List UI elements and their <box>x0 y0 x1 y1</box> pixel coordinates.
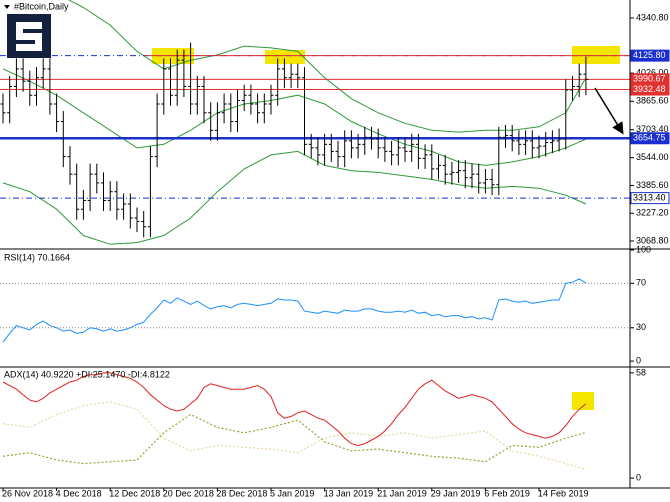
y-tick-label: 0 <box>636 355 641 365</box>
y-tick-label: 30 <box>636 322 646 332</box>
x-tick-label: 14 Feb 2019 <box>538 488 589 498</box>
title-icon <box>4 5 10 9</box>
band-upper <box>67 0 587 133</box>
y-tick-label: 4340.80 <box>636 12 669 22</box>
panel <box>0 278 630 343</box>
x-tick-label: 4 Dec 2018 <box>56 488 102 498</box>
y-tick-label: 70 <box>636 278 646 288</box>
band-lower <box>2 150 587 245</box>
y-tick-label: 0 <box>636 472 641 482</box>
chart-title: #Bitcoin,Daily <box>14 1 69 11</box>
logo-mark <box>16 22 42 51</box>
price-label-box <box>630 49 670 62</box>
rsi-title: RSI(14) 70.1664 <box>4 252 70 262</box>
x-tick-label: 20 Dec 2018 <box>163 488 214 498</box>
highlight <box>572 392 594 410</box>
y-tick-label: 3544.00 <box>636 152 669 162</box>
x-tick-label: 12 Dec 2018 <box>109 488 160 498</box>
y-tick-label: 4026.00 <box>636 68 669 78</box>
highlights <box>152 46 620 410</box>
x-tick-label: 28 Dec 2018 <box>216 488 267 498</box>
x-tick-label: 6 Feb 2019 <box>484 488 530 498</box>
highlight <box>265 50 305 64</box>
adx-title: ADX(14) 40.9220 +DI:25.1470 -DI:4.8122 <box>4 369 170 379</box>
y-tick-label: 3227.20 <box>636 208 669 218</box>
series-line <box>2 372 587 447</box>
x-tick-label: 13 Jan 2019 <box>324 488 374 498</box>
arrow <box>594 87 624 135</box>
y-tick-label: 3068.80 <box>636 235 669 245</box>
price-label-box <box>630 192 670 205</box>
x-tick-label: 26 Nov 2018 <box>2 488 53 498</box>
y-tick-label: 3703.40 <box>636 124 669 134</box>
minus-di <box>2 401 587 470</box>
price-label: 3990.67 <box>633 74 666 84</box>
price-label: 3654.75 <box>633 133 666 143</box>
x-tick-label: 21 Jan 2019 <box>377 488 427 498</box>
price-label: 4125.80 <box>633 50 666 60</box>
price-label: 3932.48 <box>633 84 666 94</box>
band-middle <box>2 68 587 166</box>
panel <box>2 372 587 470</box>
price-label: 3313.40 <box>633 192 666 202</box>
x-tick-label: 29 Jan 2019 <box>431 488 481 498</box>
price-label-box <box>630 132 670 145</box>
highlight <box>572 46 620 64</box>
y-tick-label: 3865.60 <box>636 96 669 106</box>
x-tick-label: 5 Jan 2019 <box>270 488 315 498</box>
series-line <box>2 278 587 343</box>
logo <box>7 14 51 58</box>
price-label-box <box>630 83 670 96</box>
y-tick-label: 58 <box>636 367 646 377</box>
y-tick-label: 3385.60 <box>636 180 669 190</box>
panel <box>0 0 630 245</box>
